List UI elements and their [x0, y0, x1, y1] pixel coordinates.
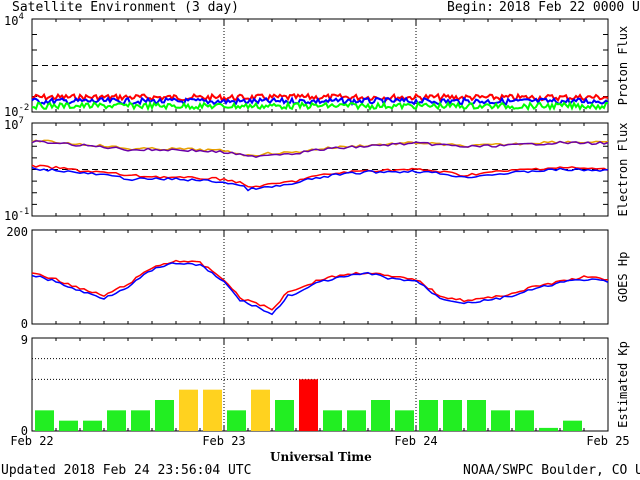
series-line-green	[31, 100, 608, 112]
series-line-purple	[31, 140, 609, 158]
series-line-blue	[31, 96, 609, 107]
kp-bar	[443, 400, 462, 431]
kp-bar	[203, 389, 222, 431]
series-line-red	[31, 164, 609, 188]
kp-bar	[131, 410, 150, 431]
kp-bar	[227, 410, 246, 431]
kp-bar	[491, 410, 510, 431]
kp-bar	[59, 420, 78, 431]
y-axis-label-estimated_kp: Estimated Kp	[616, 341, 630, 428]
kp-bar	[251, 389, 270, 431]
begin-value: 2018 Feb 22 0000 UTC	[499, 0, 640, 15]
kp-bar	[419, 400, 438, 431]
x-tick-label: Feb 23	[202, 434, 245, 448]
y-tick-label: 107	[4, 116, 24, 132]
x-tick-label: Feb 24	[394, 434, 437, 448]
y-tick-label: 0	[21, 424, 28, 438]
y-axis-label-electron_flux: Electron Flux	[616, 123, 630, 217]
y-axis-label-goes_hp: GOES Hp	[616, 252, 630, 303]
chart-title: Satellite Environment (3 day)	[12, 0, 239, 15]
kp-bar	[35, 410, 54, 431]
y-axis-label-proton_flux: Proton Flux	[616, 26, 630, 105]
kp-bar	[107, 410, 126, 431]
y-tick-label: 9	[21, 333, 28, 347]
x-tick-label: Feb 25	[586, 434, 629, 448]
x-axis-title: Universal Time	[270, 450, 372, 464]
y-tick-label: 10-2	[4, 103, 29, 119]
y-tick-label: 200	[6, 225, 28, 239]
y-tick-label: 10-1	[4, 207, 29, 223]
kp-bar	[371, 400, 390, 431]
series-line-blue	[31, 262, 609, 316]
kp-bar	[275, 400, 294, 431]
series-line-blue	[31, 166, 609, 192]
kp-bar	[515, 410, 534, 431]
credit: NOAA/SWPC Boulder, CO USA	[463, 463, 640, 478]
kp-bar	[83, 420, 102, 431]
kp-bar	[299, 379, 318, 431]
y-tick-label: 104	[4, 12, 24, 28]
panel-frame-goes_hp	[31, 229, 609, 325]
kp-bar	[347, 410, 366, 431]
x-tick-label: Feb 22	[10, 434, 53, 448]
updated-timestamp: Updated 2018 Feb 24 23:56:04 UTC	[1, 463, 252, 478]
kp-bar	[467, 400, 486, 431]
kp-bar	[563, 420, 582, 431]
kp-bar	[155, 400, 174, 431]
series-line-red	[31, 259, 608, 311]
kp-bar	[539, 427, 558, 431]
kp-bar	[323, 410, 342, 431]
begin-label: Begin:	[447, 0, 494, 15]
y-tick-label: 0	[21, 317, 28, 331]
kp-bar	[395, 410, 414, 431]
kp-bar	[179, 389, 198, 431]
